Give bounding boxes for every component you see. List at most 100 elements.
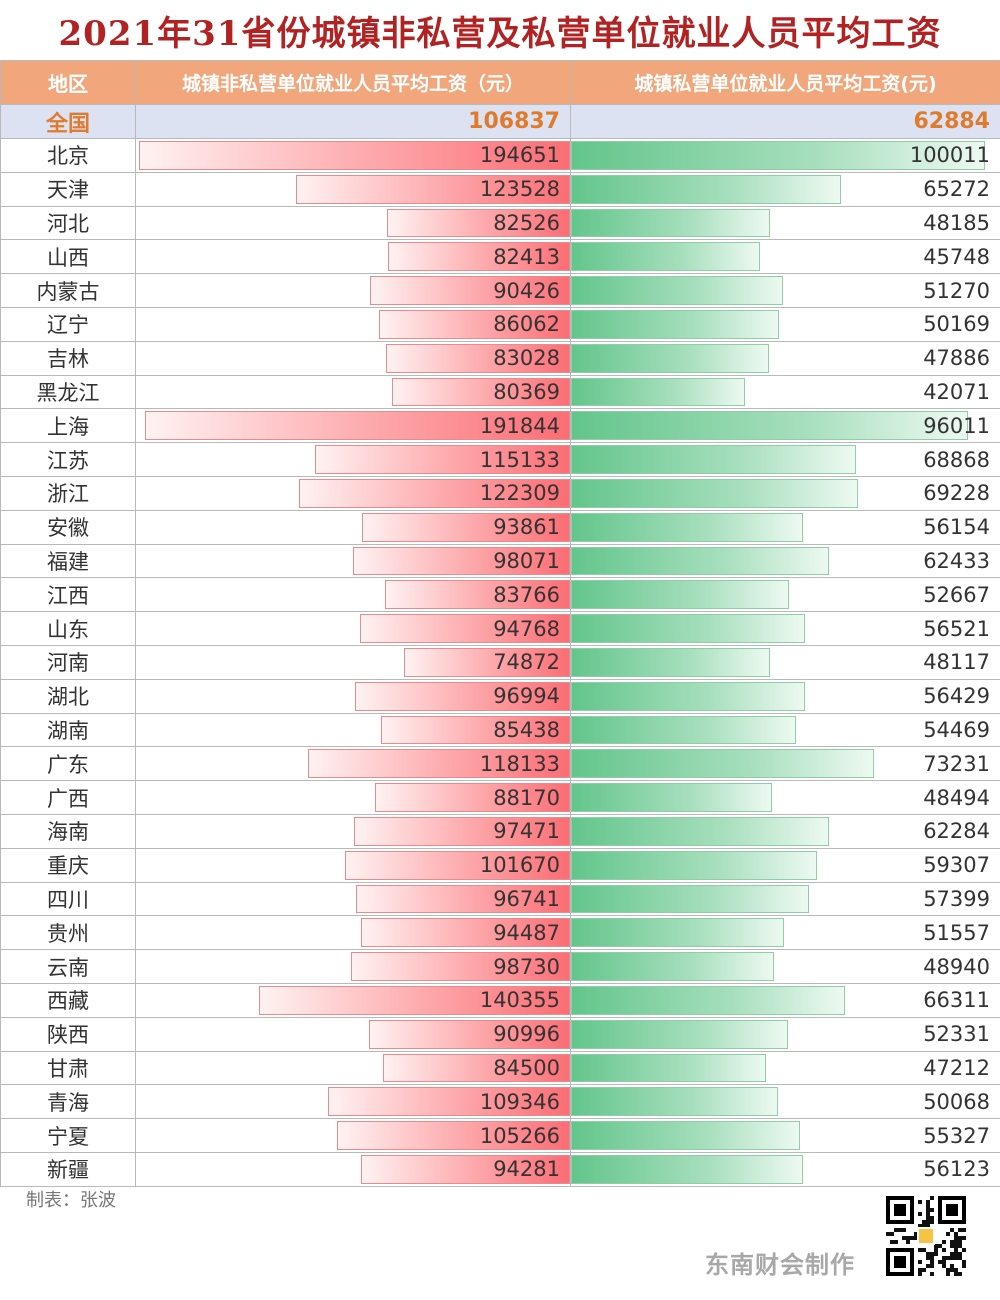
qr-logo-icon — [917, 1227, 935, 1245]
non-private-value: 109346 — [479, 1089, 560, 1114]
table-row: 广西 88170 48494 — [1, 781, 1000, 815]
non-private-value: 90996 — [493, 1022, 560, 1047]
non-private-cell: 82413 — [136, 240, 571, 275]
table-row: 海南 97471 62284 — [1, 814, 1000, 849]
non-private-value: 94281 — [493, 1157, 560, 1182]
private-bar — [571, 478, 858, 508]
non-private-value: 84500 — [493, 1055, 560, 1080]
non-private-value: 191844 — [479, 413, 560, 438]
non-private-cell: 86062 — [136, 307, 571, 342]
table-row: 上海 191844 96011 — [1, 409, 1000, 444]
non-private-bar — [356, 884, 570, 914]
private-bar — [571, 715, 796, 745]
private-cell: 100011 — [571, 139, 1000, 173]
table-row: 四川 96741 57399 — [1, 882, 1000, 917]
private-cell: 65272 — [571, 173, 1000, 207]
non-private-bar — [362, 512, 570, 542]
private-bar — [571, 1154, 803, 1184]
table-row: 江苏 115133 68868 — [1, 443, 1000, 477]
table-row: 黑龙江 80369 42071 — [1, 375, 1000, 410]
private-value: 66311 — [923, 988, 990, 1013]
non-private-value: 94487 — [493, 920, 560, 945]
non-private-value: 122309 — [479, 481, 560, 506]
private-cell: 45748 — [571, 240, 1000, 275]
non-private-cell: 94768 — [136, 612, 571, 646]
non-private-cell: 96741 — [136, 882, 571, 917]
table-row: 云南 98730 48940 — [1, 950, 1000, 984]
non-private-bar — [139, 141, 570, 170]
private-bar — [571, 580, 789, 610]
private-value: 56154 — [923, 515, 990, 540]
private-value: 65272 — [923, 177, 990, 202]
table-row: 湖南 85438 54469 — [1, 713, 1000, 748]
non-private-value: 74872 — [493, 650, 560, 675]
non-private-cell: 194651 — [136, 139, 571, 173]
private-value: 68868 — [923, 447, 990, 472]
private-cell: 57399 — [571, 883, 1000, 917]
region-label: 广西 — [1, 781, 136, 815]
non-private-value: 101670 — [479, 853, 560, 878]
private-value: 69228 — [923, 481, 990, 506]
private-value: 48494 — [923, 785, 990, 810]
table-row: 北京 194651 100011 — [1, 139, 1000, 173]
national-row: 全国 106837 62884 — [1, 105, 1000, 139]
region-label: 湖北 — [1, 679, 136, 714]
private-value: 62284 — [923, 819, 990, 844]
non-private-bar — [375, 783, 570, 812]
non-private-cell: 93861 — [136, 510, 571, 545]
non-private-bar — [360, 614, 570, 643]
private-cell: 47212 — [571, 1052, 1000, 1086]
private-value: 48185 — [923, 210, 990, 235]
non-private-value: 86062 — [493, 312, 560, 337]
table-header: 地区 城镇非私营单位就业人员平均工资（元） 城镇私营单位就业人员平均工资(元) — [1, 61, 1000, 105]
non-private-cell: 90426 — [136, 274, 571, 308]
non-private-bar — [392, 377, 570, 407]
private-bar — [571, 445, 856, 474]
private-cell: 48117 — [571, 646, 1000, 680]
region-label: 江西 — [1, 578, 136, 613]
non-private-value: 98071 — [493, 548, 560, 573]
private-bar — [571, 647, 770, 677]
private-cell: 68868 — [571, 443, 1000, 477]
table-row: 新疆 94281 56123 — [1, 1152, 1000, 1187]
private-cell: 69228 — [571, 477, 1000, 511]
non-private-cell: 123528 — [136, 172, 571, 207]
private-bar — [571, 276, 783, 305]
private-value: 73231 — [923, 751, 990, 776]
non-private-bar — [337, 1121, 570, 1150]
non-private-cell: 122309 — [136, 476, 571, 511]
private-bar — [571, 952, 774, 981]
private-bar — [571, 850, 817, 880]
non-private-value: 97471 — [493, 819, 560, 844]
region-label: 吉林 — [1, 341, 136, 376]
private-bar — [571, 783, 772, 812]
region-label: 陕西 — [1, 1017, 136, 1052]
credit-text: 制表：张波 — [26, 1190, 116, 1211]
non-private-bar — [308, 749, 570, 779]
non-private-value: 140355 — [479, 988, 560, 1013]
non-private-value: 83766 — [493, 582, 560, 607]
table-row: 河北 82526 48185 — [1, 206, 1000, 241]
non-private-cell: 74872 — [136, 645, 571, 680]
non-private-cell: 101670 — [136, 848, 571, 883]
non-private-bar — [383, 1053, 570, 1083]
province-rows: 北京 194651 100011 天津 123528 65272 河北 82526 48185 山… — [1, 139, 1000, 1187]
private-cell: 55327 — [571, 1119, 1000, 1153]
non-private-bar — [381, 715, 570, 745]
non-private-bar — [370, 276, 570, 305]
private-bar — [571, 816, 829, 846]
national-non-private-value: 106837 — [136, 105, 571, 139]
watermark-text: 东南财会制作 — [705, 1251, 855, 1279]
page-title: 2021年31省份城镇非私营及私营单位就业人员平均工资 — [58, 13, 942, 54]
non-private-bar — [259, 985, 570, 1015]
region-label: 湖南 — [1, 713, 136, 748]
private-bar — [571, 309, 779, 339]
private-cell: 56123 — [571, 1153, 1000, 1187]
private-cell: 73231 — [571, 747, 1000, 782]
private-bar — [571, 141, 985, 170]
non-private-cell: 105266 — [136, 1119, 571, 1153]
non-private-cell: 109346 — [136, 1085, 571, 1120]
private-bar — [571, 208, 770, 238]
private-cell: 56521 — [571, 612, 1000, 646]
non-private-bar — [145, 411, 570, 441]
